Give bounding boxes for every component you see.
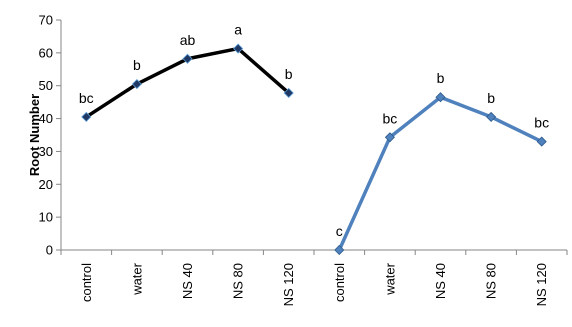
x-tick-label: water bbox=[382, 262, 397, 295]
data-label: b bbox=[285, 66, 293, 82]
data-label: bc bbox=[383, 110, 398, 126]
data-label: b bbox=[133, 57, 141, 73]
data-point bbox=[486, 111, 497, 122]
x-tick-label: control bbox=[79, 263, 94, 302]
data-point bbox=[182, 53, 193, 64]
data-label: b bbox=[487, 90, 495, 106]
series-line bbox=[337, 95, 544, 252]
data-point bbox=[536, 136, 547, 147]
x-tick-labels: control water NS 40 NS 80 NS 120 control water… bbox=[79, 262, 549, 306]
data-label: c bbox=[336, 223, 343, 239]
y-tick-label: 60 bbox=[39, 45, 53, 60]
data-label: b bbox=[437, 70, 445, 86]
x-tick-label: NS 40 bbox=[180, 263, 195, 299]
axes bbox=[56, 19, 568, 255]
data-label: ab bbox=[180, 32, 196, 48]
data-point bbox=[435, 92, 446, 103]
data-label: bc bbox=[534, 115, 549, 131]
y-tick-label: 20 bbox=[39, 177, 53, 192]
y-tick-label: 10 bbox=[39, 210, 53, 225]
x-tick-label: NS 80 bbox=[484, 263, 499, 299]
y-tick-label: 0 bbox=[46, 243, 53, 258]
y-axis-title: Root Number bbox=[27, 94, 42, 176]
y-tick-label: 50 bbox=[39, 78, 53, 93]
data-point bbox=[131, 79, 142, 90]
y-tick-label: 30 bbox=[39, 144, 53, 159]
x-tick-label: NS 40 bbox=[433, 263, 448, 299]
data-point bbox=[334, 244, 345, 256]
x-tick-label: NS 80 bbox=[231, 263, 246, 299]
data-point bbox=[283, 87, 294, 99]
data-point bbox=[81, 111, 92, 122]
x-tick-label: NS 120 bbox=[281, 263, 296, 306]
y-tick-label: 70 bbox=[39, 13, 53, 28]
x-tick-label: water bbox=[129, 262, 144, 295]
data-point bbox=[384, 132, 395, 143]
data-label: a bbox=[234, 22, 242, 38]
series-1 bbox=[81, 43, 294, 122]
y-tick-labels: 0 10 20 30 40 50 60 70 bbox=[39, 13, 53, 258]
data-point bbox=[233, 43, 244, 54]
series-2 bbox=[334, 92, 547, 256]
x-tick-label: NS 120 bbox=[534, 263, 549, 306]
series-group bbox=[81, 43, 547, 256]
y-tick-label: 40 bbox=[39, 111, 53, 126]
x-tick-label: control bbox=[332, 263, 347, 302]
data-label: bc bbox=[79, 90, 94, 106]
